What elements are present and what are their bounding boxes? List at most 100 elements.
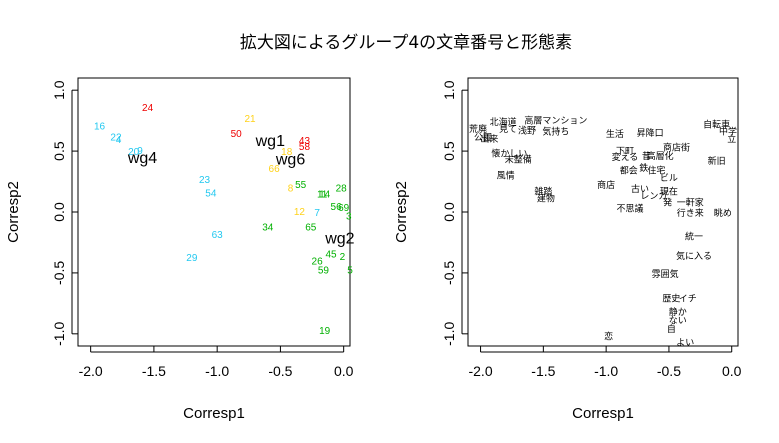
chart-title: 拡大図によるグループ4の文章番号と形態素 — [240, 33, 572, 53]
word-label: 出来 — [480, 133, 498, 145]
x-axis: -2.0 -1.5 -1.0 -0.5 0.0 — [468, 346, 742, 379]
point-label: 58 — [299, 142, 311, 153]
point-label: 4 — [116, 135, 122, 146]
x-axis-title: Corresp1 — [572, 405, 634, 422]
left-scatter-panel: -2.0 -1.5 -1.0 -0.5 0.0 -1.0-0.50.00.51.0 24… — [5, 77, 355, 422]
word-label: 新旧 — [708, 155, 726, 167]
x-tick-label: -0.5 — [268, 363, 292, 379]
x-tick-label: -2.0 — [79, 363, 103, 379]
group-label: wg4 — [127, 150, 157, 167]
point-label: 3 — [346, 212, 352, 223]
word-label: 古い — [631, 183, 649, 195]
y-tick-label: 0.0 — [441, 202, 457, 222]
point-label: 65 — [305, 223, 317, 234]
group-label: wg6 — [275, 151, 305, 168]
word-label: 統一 — [685, 230, 703, 242]
word-label: 高層化 — [647, 150, 674, 162]
word-label: 静か — [669, 306, 687, 318]
word-label: よい — [676, 337, 694, 348]
word-label: 生活 — [606, 128, 624, 140]
word-label: 気に入る — [676, 250, 712, 262]
point-label: 34 — [262, 223, 274, 234]
point-label: 22 — [110, 132, 122, 143]
x-tick-label: 0.0 — [722, 363, 742, 379]
word-label: 行き来 — [677, 207, 704, 219]
word-label: 荒廃 — [469, 123, 487, 135]
point-label: 56 — [331, 202, 343, 213]
point-label: 45 — [325, 249, 337, 260]
word-label: 恋 — [604, 330, 613, 342]
x-tick-label: 0.0 — [334, 363, 354, 379]
word-label: 雑踏 — [534, 185, 552, 197]
word-label: 変える — [612, 151, 639, 163]
word-label: 見て — [499, 124, 517, 135]
word-label: 風情 — [497, 169, 515, 181]
point-label: 28 — [336, 184, 348, 195]
x-tick-label: -1.5 — [142, 363, 166, 379]
point-label: 55 — [295, 180, 307, 191]
word-label: 鉄 — [639, 162, 648, 174]
point-label: 50 — [231, 129, 243, 140]
word-label: 発 — [663, 196, 672, 208]
x-tick-label: -1.0 — [594, 363, 618, 379]
point-label: 43 — [299, 136, 311, 147]
y-axis-title: Corresp2 — [5, 181, 22, 243]
point-label: 5 — [347, 265, 353, 276]
word-label: 公園 — [474, 133, 492, 144]
word-label: 都会 — [620, 165, 638, 177]
plot-area-frame — [77, 77, 351, 347]
word-label: 建物 — [537, 193, 555, 205]
word-label: 北海道 — [490, 116, 517, 128]
y-tick-label: 0.5 — [441, 141, 457, 161]
word-label: 不思議 — [616, 202, 643, 214]
word-label: 商店 — [597, 179, 615, 191]
word-label: 現在 — [660, 185, 678, 197]
right-scatter-panel: -2.0 -1.5 -1.0 -0.5 0.0 -1.0 -0.5 0.0 0.5 1.0 北海… — [393, 77, 742, 422]
word-label: ない — [669, 315, 687, 326]
point-label: 2 — [340, 252, 346, 263]
y-axis: -1.0 -0.5 0.0 0.5 1.0 — [51, 80, 78, 346]
word-label: 昔 — [642, 151, 651, 162]
x-tick-label: -0.5 — [657, 363, 681, 379]
word-label: ビル — [660, 173, 678, 184]
point-label: 20 — [128, 147, 140, 158]
y-axis-title: Corresp2 — [393, 181, 410, 243]
point-label: 7 — [314, 208, 320, 219]
word-label: 高層マンション — [524, 115, 587, 127]
word-label: 歴史 — [662, 292, 680, 304]
x-tick-label: -1.5 — [531, 363, 555, 379]
point-label: 69 — [338, 203, 350, 214]
word-label: 眺め — [714, 207, 732, 219]
y-tick-label: 0.0 — [51, 202, 67, 222]
word-label: 自 — [667, 323, 676, 335]
point-label: 19 — [319, 326, 331, 337]
point-label: 18 — [281, 147, 293, 158]
y-tick-label: -0.5 — [441, 261, 457, 285]
word-label: 浅野 — [518, 124, 536, 136]
word-label: レンガ — [640, 191, 667, 202]
word-label: 住宅 — [647, 165, 665, 177]
x-axis-title: Corresp1 — [183, 405, 245, 422]
x-tick-label: -2.0 — [468, 363, 492, 379]
word-label: 中学 — [719, 126, 737, 138]
y-tick-label: 1.0 — [51, 80, 67, 100]
point-label: 11 — [317, 190, 328, 201]
y-tick-label: 1.0 — [441, 80, 457, 100]
word-label: 雰囲気 — [652, 268, 679, 280]
point-label: 21 — [244, 114, 256, 125]
point-label: 14 — [319, 190, 331, 201]
y-tick-label: 0.5 — [51, 141, 67, 161]
point-label: 29 — [186, 253, 198, 264]
point-label: 26 — [312, 257, 324, 268]
word-label: イチ — [679, 293, 697, 304]
word-label: 立 — [727, 133, 736, 145]
x-axis: -2.0 -1.5 -1.0 -0.5 0.0 — [79, 346, 354, 379]
word-label: 昇降口 — [637, 127, 664, 139]
group-label: wg2 — [324, 231, 354, 248]
point-label: 63 — [212, 230, 224, 241]
y-tick-label: -0.5 — [51, 261, 67, 285]
point-label: 12 — [294, 207, 306, 218]
y-axis: -1.0 -0.5 0.0 0.5 1.0 — [441, 80, 468, 346]
